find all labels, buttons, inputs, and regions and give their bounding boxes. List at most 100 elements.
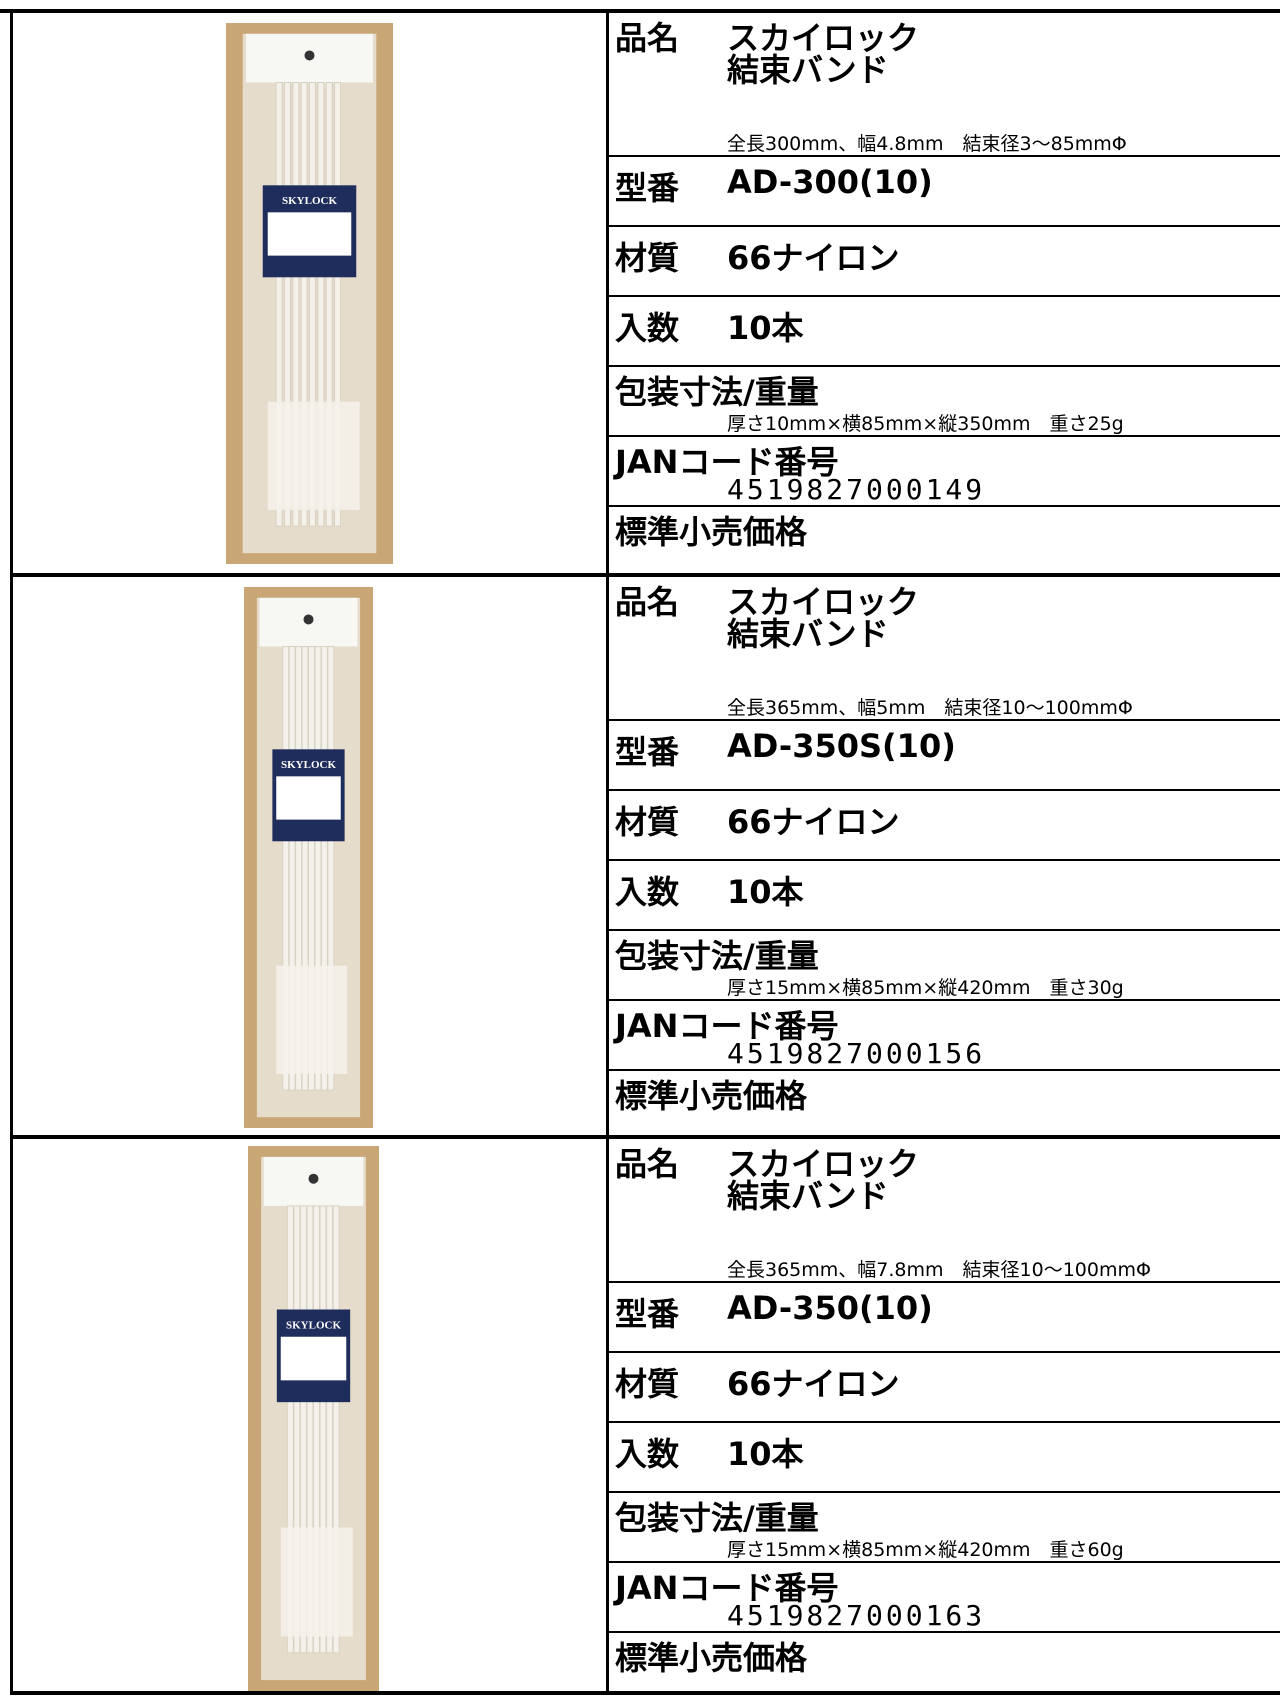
tag-card <box>280 1527 353 1637</box>
spec-row: 包装寸法/重量 厚さ15mm×横85mm×縦420mm 重さ30g <box>609 931 1280 1001</box>
spec-row: 材質 66ナイロン <box>609 1353 1280 1423</box>
cable-tie <box>283 82 291 527</box>
spec-row: 包装寸法/重量 厚さ10mm×横85mm×縦350mm 重さ25g <box>609 367 1280 437</box>
product-name: 結束バンド <box>727 1177 889 1215</box>
brand-text: SKYLOCK <box>286 1319 341 1331</box>
spec-row: JANコード番号 4519827000163 <box>609 1563 1280 1633</box>
product-spec: 全長300mm、幅4.8mm 結束径3～85mmΦ <box>727 133 1127 155</box>
field-label: 材質 <box>615 803 680 841</box>
product-name: スカイロック <box>727 19 920 57</box>
product-name: 結束バンド <box>727 615 889 653</box>
brand-text: SKYLOCK <box>282 195 337 207</box>
photo-cell: SKYLOCK <box>13 577 609 1135</box>
hang-hole <box>304 50 315 61</box>
spec-row: 標準小売価格 <box>609 1633 1280 1703</box>
cable-tie <box>292 82 300 527</box>
cable-tie <box>293 1205 301 1654</box>
cable-tie <box>317 82 325 527</box>
field-label: 型番 <box>615 169 680 207</box>
field-label: 材質 <box>615 1365 680 1403</box>
field-label: JANコード番号 <box>615 443 839 481</box>
cable-tie <box>309 82 316 527</box>
field-label: 材質 <box>615 239 680 277</box>
tag-card <box>276 965 348 1074</box>
field-label: 入数 <box>615 309 680 347</box>
field-label: 品名 <box>615 583 680 621</box>
spec-cell: 品名 スカイロック 結束バンド 全長300mm、幅4.8mm 結束径3～85mmΦ 型番… <box>609 13 1280 573</box>
tag-card <box>267 401 360 510</box>
spec-row: 材質 66ナイロン <box>609 791 1280 861</box>
field-value: 10本 <box>727 873 804 911</box>
package-value: 厚さ10mm×横85mm×縦350mm 重さ25g <box>727 413 1124 435</box>
field-label: 入数 <box>615 1435 680 1473</box>
product-name: スカイロック <box>727 583 920 621</box>
cable-tie <box>334 82 342 527</box>
product-photo: SKYLOCK <box>248 1146 379 1691</box>
spec-row: 型番 AD-350(10) <box>609 1283 1280 1353</box>
field-label: JANコード番号 <box>615 1569 839 1607</box>
cable-tie <box>275 82 283 527</box>
spec-row: 標準小売価格 <box>609 507 1280 577</box>
field-value: AD-350(10) <box>727 1289 933 1327</box>
field-label: 品名 <box>615 19 680 57</box>
cable-tie <box>325 82 333 527</box>
field-label: 品名 <box>615 1145 680 1183</box>
field-label: 包装寸法/重量 <box>615 937 819 975</box>
spec-row: 入数 10本 <box>609 297 1280 367</box>
label-white <box>280 1336 347 1381</box>
field-value: 10本 <box>727 309 804 347</box>
hang-hole <box>308 1173 319 1184</box>
product-row: SKYLOCK 品名 スカイロック 結束バンド全長300mm、幅4.8mm 結束径3～… <box>10 13 1280 577</box>
cable-tie <box>326 1205 334 1654</box>
cable-tie <box>306 1205 314 1654</box>
field-value: AD-350S(10) <box>727 727 956 765</box>
field-label: 包装寸法/重量 <box>615 373 819 411</box>
product-name: スカイロック <box>727 1145 920 1183</box>
spec-row: JANコード番号 4519827000149 <box>609 437 1280 507</box>
brand-text: SKYLOCK <box>281 759 336 771</box>
product-spec: 全長365mm、幅7.8mm 結束径10～100mmΦ <box>727 1259 1151 1281</box>
cable-tie <box>332 1205 340 1654</box>
spec-cell: 品名 スカイロック 結束バンド 全長365mm、幅5mm 結束径10～100mmΦ 型番… <box>609 577 1280 1135</box>
product-photo: SKYLOCK <box>226 23 393 564</box>
spec-row: 型番 AD-300(10) <box>609 157 1280 227</box>
photo-cell: SKYLOCK <box>13 1139 609 1691</box>
package-value: 厚さ15mm×横85mm×縦420mm 重さ30g <box>727 977 1124 999</box>
field-label: 包装寸法/重量 <box>615 1499 819 1537</box>
label-white <box>267 212 352 256</box>
label-white <box>276 776 341 820</box>
product-spec: 全長365mm、幅5mm 結束径10～100mmΦ <box>727 697 1133 719</box>
field-value: AD-300(10) <box>727 163 933 201</box>
product-row: SKYLOCK 品名 スカイロック 結束バンド全長365mm、幅5mm 結束径10～1… <box>10 577 1280 1139</box>
product-name: 結束バンド <box>727 51 889 89</box>
field-label: 型番 <box>615 1295 680 1333</box>
field-label: 標準小売価格 <box>615 513 808 551</box>
field-label: 標準小売価格 <box>615 1077 808 1115</box>
spec-row: 包装寸法/重量 厚さ15mm×横85mm×縦420mm 重さ60g <box>609 1493 1280 1563</box>
product-row: SKYLOCK 品名 スカイロック 結束バンド全長365mm、幅7.8mm 結束径10… <box>10 1139 1280 1695</box>
jan-code: 4519827000156 <box>727 1037 986 1070</box>
spec-row: 標準小売価格 <box>609 1071 1280 1141</box>
cable-tie <box>319 1205 327 1654</box>
cable-tie <box>299 1205 307 1654</box>
field-value: 66ナイロン <box>727 239 900 277</box>
spec-row: 品名 スカイロック 結束バンド全長300mm、幅4.8mm 結束径3～85mmΦ <box>609 13 1280 157</box>
hang-hole <box>303 614 314 625</box>
spec-row: 品名 スカイロック 結束バンド全長365mm、幅5mm 結束径10～100mmΦ <box>609 577 1280 721</box>
field-label: 標準小売価格 <box>615 1639 808 1677</box>
cable-tie <box>286 1205 294 1654</box>
spec-row: 入数 10本 <box>609 1423 1280 1493</box>
field-label: 入数 <box>615 873 680 911</box>
spec-row: JANコード番号 4519827000156 <box>609 1001 1280 1071</box>
spec-row: 型番 AD-350S(10) <box>609 721 1280 791</box>
spec-row: 材質 66ナイロン <box>609 227 1280 297</box>
field-value: 66ナイロン <box>727 803 900 841</box>
field-label: 型番 <box>615 733 680 771</box>
spec-cell: 品名 スカイロック 結束バンド全長365mm、幅7.8mm 結束径10～100mmΦ… <box>609 1139 1280 1691</box>
spec-row: 品名 スカイロック 結束バンド全長365mm、幅7.8mm 結束径10～100mmΦ <box>609 1139 1280 1283</box>
jan-code: 4519827000149 <box>727 473 986 506</box>
package-value: 厚さ15mm×横85mm×縦420mm 重さ60g <box>727 1539 1124 1561</box>
jan-code: 4519827000163 <box>727 1599 986 1632</box>
cable-tie <box>313 1205 320 1654</box>
